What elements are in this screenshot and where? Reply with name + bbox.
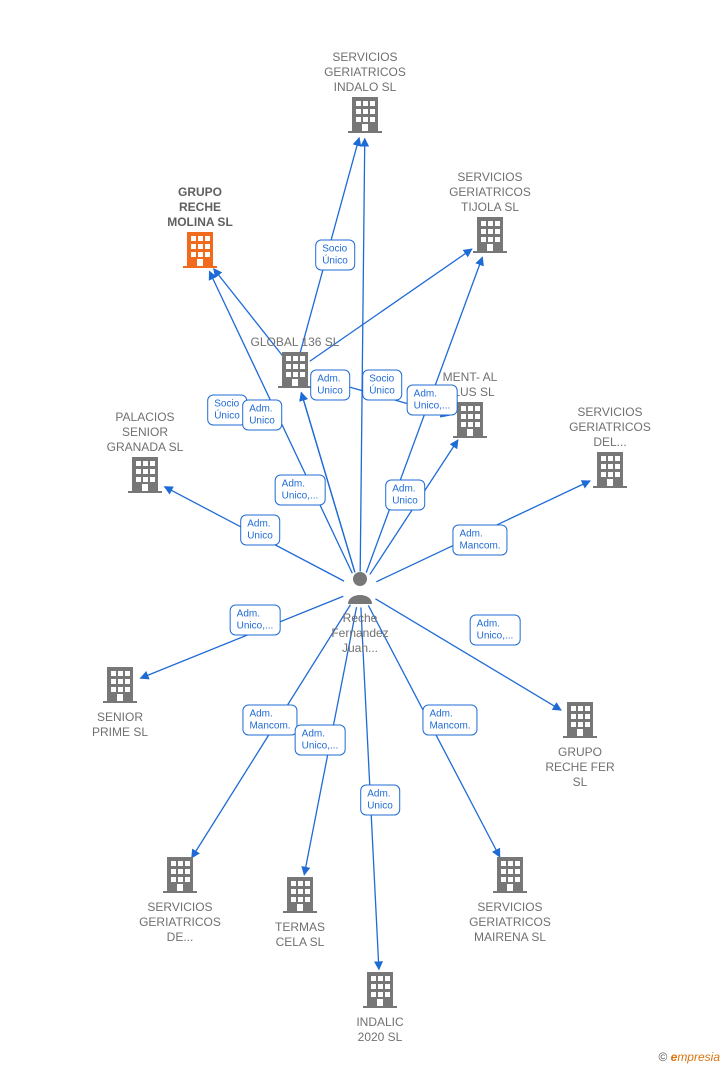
- building-icon: [163, 855, 197, 898]
- building-icon: [183, 230, 217, 273]
- building-icon: [283, 875, 317, 918]
- building-icon: [128, 455, 162, 498]
- node-tijola[interactable]: SERVICIOS GERIATRICOS TIJOLA SL: [430, 168, 550, 258]
- building-icon: [493, 855, 527, 898]
- node-label: INDALIC 2020 SL: [320, 1015, 440, 1045]
- building-icon: [563, 700, 597, 743]
- node-senior_prime[interactable]: SENIOR PRIME SL: [60, 665, 180, 740]
- copyright: © empresia: [658, 1050, 720, 1064]
- person-icon: [345, 570, 375, 609]
- building-icon: [593, 450, 627, 493]
- node-label: GLOBAL 136 SL: [235, 335, 355, 350]
- edge-label: Adm. Unico,...: [470, 615, 521, 646]
- node-person1[interactable]: Reche Fernandez Juan...: [300, 570, 420, 656]
- building-icon: [103, 665, 137, 708]
- node-grupo_fer[interactable]: GRUPO RECHE FER SL: [520, 700, 640, 790]
- node-label: SERVICIOS GERIATRICOS DE...: [120, 900, 240, 945]
- node-label: GRUPO RECHE FER SL: [520, 745, 640, 790]
- node-label: PALACIOS SENIOR GRANADA SL: [85, 410, 205, 455]
- node-indalo[interactable]: SERVICIOS GERIATRICOS INDALO SL: [305, 48, 425, 138]
- edge-label: Adm. Unico,...: [407, 385, 458, 416]
- brand: empresia: [671, 1050, 720, 1064]
- edge-label: Adm. Unico: [242, 400, 282, 431]
- node-mairena[interactable]: SERVICIOS GERIATRICOS MAIRENA SL: [450, 855, 570, 945]
- node-label: Reche Fernandez Juan...: [300, 611, 420, 656]
- edge-label: Adm. Mancom.: [452, 525, 507, 556]
- node-label: SERVICIOS GERIATRICOS MAIRENA SL: [450, 900, 570, 945]
- edge-label: Adm. Unico,...: [275, 475, 326, 506]
- copyright-symbol: ©: [658, 1050, 667, 1064]
- node-indalic[interactable]: INDALIC 2020 SL: [320, 970, 440, 1045]
- node-grupo_molina[interactable]: GRUPO RECHE MOLINA SL: [140, 183, 260, 273]
- node-label: SERVICIOS GERIATRICOS DEL...: [550, 405, 670, 450]
- building-icon: [453, 400, 487, 443]
- building-icon: [363, 970, 397, 1013]
- node-termas[interactable]: TERMAS CELA SL: [240, 875, 360, 950]
- node-label: SERVICIOS GERIATRICOS TIJOLA SL: [430, 170, 550, 215]
- edge-label: Adm. Unico,...: [230, 605, 281, 636]
- edge-label: Adm. Unico,...: [295, 725, 346, 756]
- edge-label: Socio Único: [315, 240, 355, 271]
- node-label: GRUPO RECHE MOLINA SL: [140, 185, 260, 230]
- edge-label: Socio Único: [362, 370, 402, 401]
- edge-label: Adm. Unico: [385, 480, 425, 511]
- edge-label: Socio Único: [207, 395, 247, 426]
- brand-rest: mpresia: [677, 1050, 720, 1064]
- node-geri_del[interactable]: SERVICIOS GERIATRICOS DEL...: [550, 403, 670, 493]
- building-icon: [348, 95, 382, 138]
- node-label: SENIOR PRIME SL: [60, 710, 180, 740]
- building-icon: [473, 215, 507, 258]
- edge-label: Adm. Unico: [310, 370, 350, 401]
- diagram-canvas: Reche Fernandez Juan... GLOBAL 136 SL SER…: [0, 0, 728, 1070]
- edge-line: [360, 138, 365, 571]
- building-icon: [278, 350, 312, 393]
- node-geri_de[interactable]: SERVICIOS GERIATRICOS DE...: [120, 855, 240, 945]
- edge-label: Adm. Unico: [360, 785, 400, 816]
- edge-label: Adm. Mancom.: [422, 705, 477, 736]
- node-label: TERMAS CELA SL: [240, 920, 360, 950]
- node-label: SERVICIOS GERIATRICOS INDALO SL: [305, 50, 425, 95]
- node-palacios[interactable]: PALACIOS SENIOR GRANADA SL: [85, 408, 205, 498]
- edge-label: Adm. Unico: [240, 515, 280, 546]
- edge-label: Adm. Mancom.: [242, 705, 297, 736]
- edges-layer: [0, 0, 728, 1070]
